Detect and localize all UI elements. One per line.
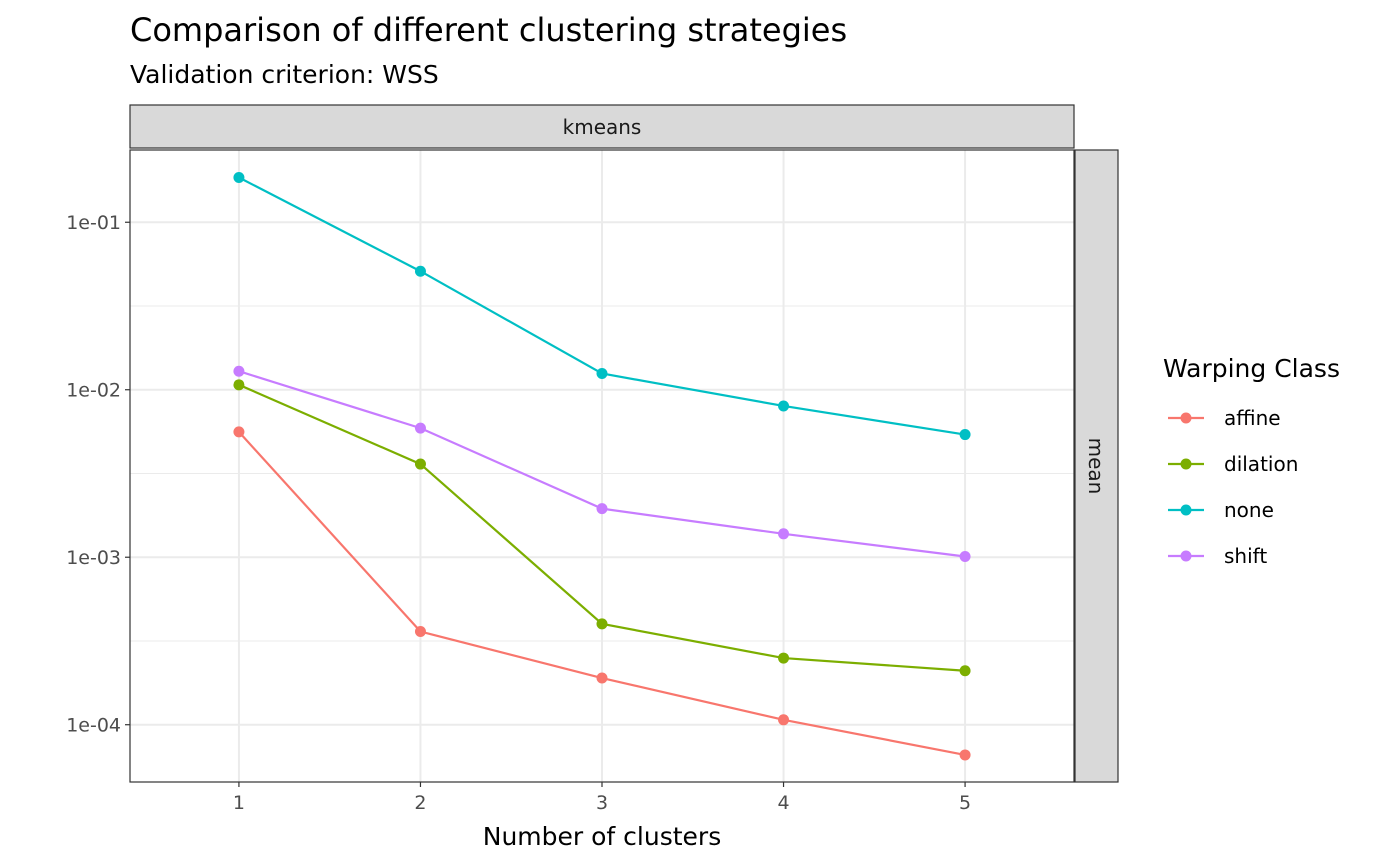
legend-label: dilation [1224, 452, 1298, 476]
data-point-affine [414, 626, 426, 638]
x-tick-label: 2 [414, 792, 426, 814]
x-tick-label: 4 [777, 792, 789, 814]
data-point-shift [959, 551, 971, 563]
y-tick-label: 1e-01 [66, 212, 121, 234]
chart-title: Comparison of different clustering strat… [130, 11, 847, 49]
series-dilation [233, 379, 971, 677]
x-axis: 1 2 3 4 5 [233, 782, 971, 814]
y-axis: 1e-04 1e-03 1e-02 1e-01 [66, 212, 130, 737]
data-point-dilation [414, 458, 426, 470]
facet-strip-top: kmeans [129, 104, 1075, 149]
legend-label: affine [1224, 406, 1281, 430]
data-point-affine [959, 749, 971, 761]
y-tick-label: 1e-04 [66, 715, 121, 737]
series-affine [233, 426, 971, 761]
legend-label: shift [1224, 544, 1267, 568]
y-tick-label: 1e-03 [66, 547, 121, 569]
facet-strip-top-label: kmeans [563, 115, 642, 139]
legend: Warping Class affine dilation none shift [1163, 354, 1340, 568]
facet-strip-right: mean [1074, 149, 1119, 783]
facet-strip-right-background [1074, 149, 1119, 783]
x-tick-label: 3 [596, 792, 608, 814]
facet-strip-right-label: mean [1084, 438, 1108, 495]
data-point-shift [778, 528, 790, 540]
legend-title: Warping Class [1163, 354, 1340, 383]
data-point-affine [778, 714, 790, 726]
grid-lines [130, 150, 1074, 782]
x-tick-label: 1 [233, 792, 245, 814]
data-point-dilation [596, 618, 608, 630]
data-point-none [414, 265, 426, 277]
legend-key-point [1180, 550, 1192, 562]
legend-key-point [1180, 504, 1192, 516]
legend-item-shift: shift [1168, 544, 1267, 568]
data-point-dilation [959, 665, 971, 677]
data-point-affine [233, 426, 245, 438]
data-point-affine [596, 672, 608, 684]
data-point-none [596, 368, 608, 380]
series-none [233, 172, 971, 441]
data-point-shift [414, 422, 426, 434]
data-point-none [778, 400, 790, 412]
data-point-shift [596, 503, 608, 515]
legend-key-point [1180, 458, 1192, 470]
data-point-dilation [233, 379, 245, 391]
x-axis-title: Number of clusters [483, 822, 721, 851]
x-tick-label: 5 [959, 792, 971, 814]
data-point-dilation [778, 652, 790, 664]
legend-item-affine: affine [1168, 406, 1281, 430]
legend-item-none: none [1168, 498, 1274, 522]
data-point-none [959, 429, 971, 441]
data-series [233, 172, 971, 761]
legend-item-dilation: dilation [1168, 452, 1298, 476]
data-point-shift [233, 365, 245, 377]
chart-subtitle: Validation criterion: WSS [130, 60, 439, 89]
y-tick-label: 1e-02 [66, 380, 121, 402]
legend-label: none [1224, 498, 1274, 522]
series-shift [233, 365, 971, 563]
legend-key-point [1180, 412, 1192, 424]
facet-strip-top-background [129, 104, 1075, 149]
data-point-none [233, 172, 245, 184]
